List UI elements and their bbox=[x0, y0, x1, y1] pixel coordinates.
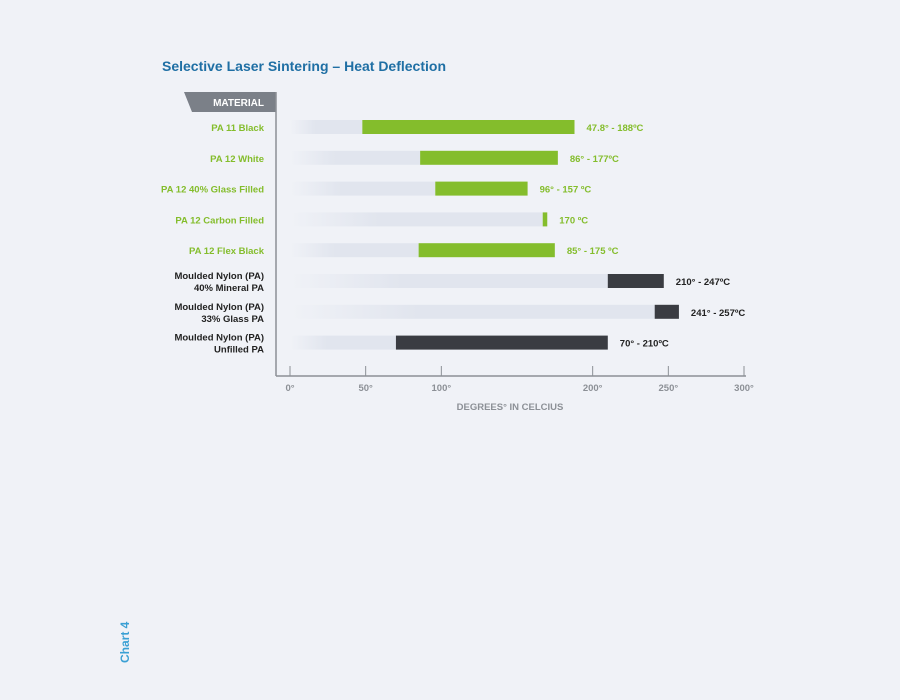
value-label: 85° - 175 ºC bbox=[567, 246, 619, 257]
value-label: 96° - 157 ºC bbox=[540, 185, 592, 196]
range-bar bbox=[395, 335, 608, 350]
value-label: 70° - 210ºC bbox=[620, 339, 669, 350]
material-header: MATERIAL bbox=[184, 92, 276, 112]
bars bbox=[362, 120, 679, 350]
axes bbox=[275, 92, 746, 377]
material-header-tab bbox=[184, 92, 276, 112]
bar-track bbox=[290, 304, 655, 319]
range-bar bbox=[362, 120, 575, 134]
value-label: 170 ºC bbox=[559, 215, 588, 226]
chart-title: Selective Laser Sintering – Heat Deflect… bbox=[162, 58, 446, 74]
category-label: 33% Glass PA bbox=[201, 314, 264, 325]
range-bar bbox=[418, 243, 555, 258]
bar-track bbox=[290, 181, 436, 196]
x-axis-title: DEGREES° IN CELCIUS bbox=[457, 402, 564, 413]
range-bar bbox=[654, 304, 679, 319]
category-label: PA 11 Black bbox=[211, 123, 265, 134]
bar-track bbox=[290, 120, 363, 134]
chart-number-label: Chart 4 bbox=[118, 621, 132, 663]
bar-tracks bbox=[290, 120, 655, 350]
value-label: 86° - 177ºC bbox=[570, 154, 619, 165]
value-labels: 47.8° - 188ºC 86° - 177ºC 96° - 157 ºC 170 … bbox=[540, 123, 746, 350]
bar-track bbox=[290, 212, 543, 227]
x-ticks: 0° 50° 100° 200° 250° 300° bbox=[285, 366, 754, 394]
x-tick-label: 50° bbox=[358, 383, 373, 394]
x-tick-label: 300° bbox=[734, 383, 754, 394]
category-label: Moulded Nylon (PA) bbox=[174, 333, 264, 344]
material-header-label: MATERIAL bbox=[213, 98, 264, 109]
category-label: PA 12 Carbon Filled bbox=[175, 215, 264, 226]
category-label: Unfilled PA bbox=[214, 345, 264, 356]
range-bar bbox=[542, 212, 548, 227]
bar-track bbox=[290, 335, 396, 350]
category-label: 40% Mineral PA bbox=[194, 283, 264, 294]
value-label: 210° - 247ºC bbox=[676, 277, 730, 288]
bar-track bbox=[290, 243, 419, 258]
category-labels: PA 11 Black PA 12 White PA 12 40% Glass Fi… bbox=[161, 123, 265, 356]
range-bar bbox=[435, 181, 528, 196]
category-label: Moulded Nylon (PA) bbox=[174, 302, 264, 313]
category-label: PA 12 40% Glass Filled bbox=[161, 185, 264, 196]
category-label: Moulded Nylon (PA) bbox=[174, 271, 264, 282]
x-tick-label: 100° bbox=[432, 383, 452, 394]
range-bar bbox=[607, 274, 664, 288]
range-bar bbox=[420, 150, 558, 165]
category-label: PA 12 Flex Black bbox=[189, 246, 265, 257]
x-tick-label: 200° bbox=[583, 383, 603, 394]
value-label: 241° - 257ºC bbox=[691, 308, 745, 319]
bar-track bbox=[290, 274, 608, 288]
bar-track bbox=[290, 150, 421, 165]
value-label: 47.8° - 188ºC bbox=[587, 123, 644, 134]
category-label: PA 12 White bbox=[210, 154, 264, 165]
x-tick-label: 0° bbox=[285, 383, 294, 394]
x-tick-label: 250° bbox=[659, 383, 679, 394]
